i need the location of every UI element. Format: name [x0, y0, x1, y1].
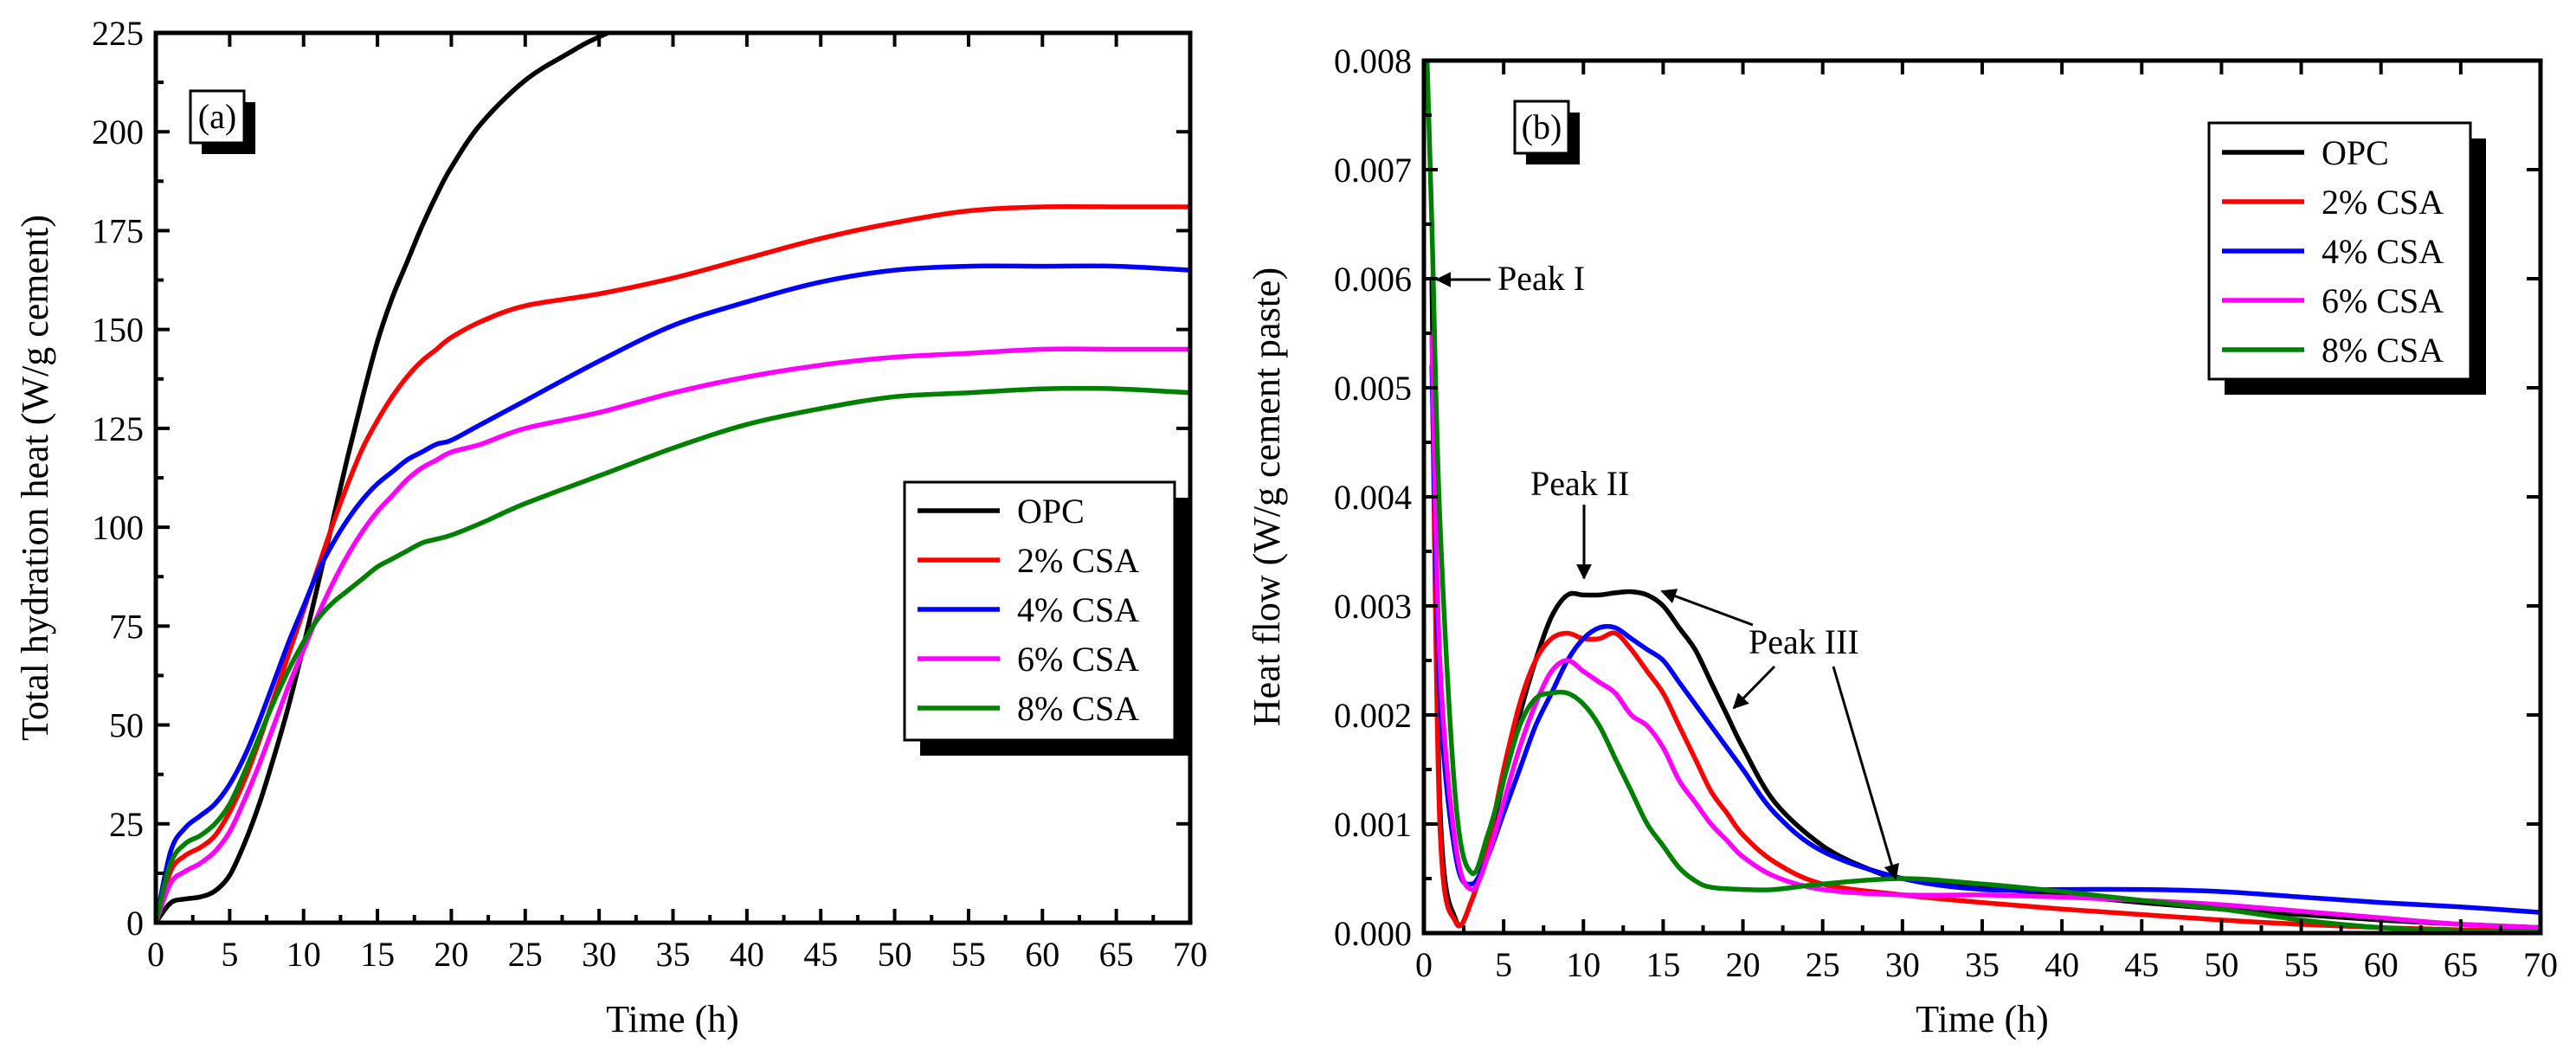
x-tick-label-a-5: 5 [221, 935, 238, 974]
annotations-b: Peak I Peak II Peak III [1435, 259, 1900, 880]
panel-label-a: (a) [198, 97, 236, 136]
series-line-a-opc [156, 33, 615, 923]
series-line-a-2-csa [156, 203, 1190, 923]
x-tick-label-b-10: 10 [1566, 945, 1600, 984]
x-axis-title-b: Time (h) [1916, 998, 2049, 1040]
series-line-a-6-csa [156, 346, 1190, 923]
panel-label-b: (b) [1522, 107, 1562, 146]
x-tick-label-b-55: 55 [2284, 945, 2319, 984]
legend-label-b-1: 2% CSA [2322, 183, 2444, 222]
x-tick-label-b-20: 20 [1726, 945, 1761, 984]
y-tick-label-a-0: 0 [126, 904, 144, 943]
chart-panel-a: 0 5 10 15 20 25 30 35 40 45 50 55 60 65 70 0 25 50 75 100 12… [14, 14, 1208, 1040]
x-tick-label-b-60: 60 [2364, 945, 2399, 984]
annotation-arrow-peak-iii-c [1832, 666, 1900, 880]
x-tick-label-b-15: 15 [1645, 945, 1680, 984]
x-tick-label-a-30: 30 [582, 935, 616, 974]
legend-label-a-3: 6% CSA [1017, 640, 1139, 679]
x-tick-label-a-45: 45 [803, 935, 838, 974]
legend-label-a-4: 8% CSA [1017, 689, 1139, 728]
series-group-a [156, 33, 1190, 923]
series-line-a-8-csa [156, 385, 1190, 923]
y-tick-label-a-6: 150 [92, 311, 144, 350]
y-tick-label-b-4: 0.004 [1334, 478, 1412, 517]
series-group-b [1424, 61, 2541, 933]
legend-label-b-0: OPC [2322, 133, 2389, 172]
panel-label-box-b [1513, 100, 1570, 155]
x-tick-label-a-50: 50 [878, 935, 912, 974]
y-tick-label-b-8: 0.008 [1334, 42, 1412, 80]
x-tick-label-b-70: 70 [2523, 945, 2558, 984]
y-tick-label-b-6: 0.006 [1334, 260, 1412, 299]
y-tick-label-b-7: 0.007 [1334, 151, 1412, 190]
legend-a: OPC 2% CSA 4% CSA 6% CSA 8% CSA [903, 480, 1190, 756]
panel-label-box-a [189, 89, 246, 145]
annotation-peak-iii: Peak III [1748, 622, 1859, 661]
legend-label-a-1: 2% CSA [1017, 541, 1139, 580]
x-tick-label-a-40: 40 [730, 935, 764, 974]
y-axis-title-b: Heat flow (W/g cement paste) [1246, 267, 1288, 726]
x-tick-label-a-10: 10 [287, 935, 321, 974]
x-tick-label-a-70: 70 [1173, 935, 1208, 974]
series-line-b-2-csa [1429, 331, 2541, 933]
annotation-arrow-peak-iii-b [1732, 665, 1776, 710]
series-line-a-4-csa [156, 263, 1190, 923]
legend-label-b-3: 6% CSA [2322, 281, 2444, 320]
x-tick-label-b-30: 30 [1885, 945, 1920, 984]
x-tick-label-a-15: 15 [360, 935, 395, 974]
x-tick-label-a-55: 55 [951, 935, 986, 974]
annotation-peak-i: Peak I [1497, 259, 1585, 298]
y-tick-label-a-1: 25 [109, 805, 144, 844]
x-tick-label-a-65: 65 [1099, 935, 1134, 974]
x-tick-label-a-25: 25 [508, 935, 543, 974]
y-tick-label-a-2: 50 [109, 706, 144, 745]
y-tick-label-b-5: 0.005 [1334, 369, 1412, 408]
legend-label-b-2: 4% CSA [2322, 232, 2444, 271]
legend-label-a-2: 4% CSA [1017, 590, 1139, 629]
y-tick-label-b-3: 0.003 [1334, 587, 1412, 626]
y-tick-label-b-0: 0.000 [1334, 914, 1412, 953]
x-tick-label-a-0: 0 [147, 935, 164, 974]
y-tick-label-a-9: 225 [92, 14, 144, 53]
y-tick-label-a-3: 75 [109, 607, 144, 646]
series-line-b-8-csa [1424, 61, 2541, 933]
plot-frame-a [153, 30, 1193, 925]
legend-b: OPC 2% CSA 4% CSA 6% CSA 8% CSA [2207, 121, 2486, 395]
x-tick-label-b-25: 25 [1806, 945, 1840, 984]
y-axis-title-a: Total hydration heat (W/g cement) [14, 215, 56, 741]
x-tick-label-b-65: 65 [2444, 945, 2478, 984]
x-tick-label-b-50: 50 [2204, 945, 2238, 984]
x-tick-label-b-45: 45 [2124, 945, 2159, 984]
y-tick-label-b-1: 0.001 [1334, 805, 1412, 844]
x-tick-label-b-35: 35 [1965, 945, 2000, 984]
y-tick-label-a-4: 100 [92, 508, 144, 547]
y-tick-label-b-2: 0.002 [1334, 696, 1412, 735]
chart-panel-b: 0 5 10 15 20 25 30 35 40 45 50 55 60 65 70 0.000 0.001 0.… [1246, 42, 2558, 1040]
x-tick-label-a-60: 60 [1025, 935, 1059, 974]
annotation-peak-ii: Peak II [1530, 464, 1629, 503]
x-tick-label-b-0: 0 [1415, 945, 1433, 984]
y-tick-label-a-7: 175 [92, 211, 144, 250]
y-tick-label-a-8: 200 [92, 113, 144, 151]
x-tick-label-b-40: 40 [2045, 945, 2079, 984]
x-tick-label-a-35: 35 [656, 935, 691, 974]
x-axis-title-a: Time (h) [606, 998, 739, 1040]
annotation-arrow-peak-iii-a [1660, 589, 1754, 627]
legend-label-b-4: 8% CSA [2322, 331, 2444, 370]
legend-label-a-0: OPC [1017, 492, 1085, 531]
x-tick-label-a-20: 20 [434, 935, 468, 974]
y-tick-label-a-5: 125 [92, 409, 144, 448]
x-tick-label-b-5: 5 [1495, 945, 1512, 984]
